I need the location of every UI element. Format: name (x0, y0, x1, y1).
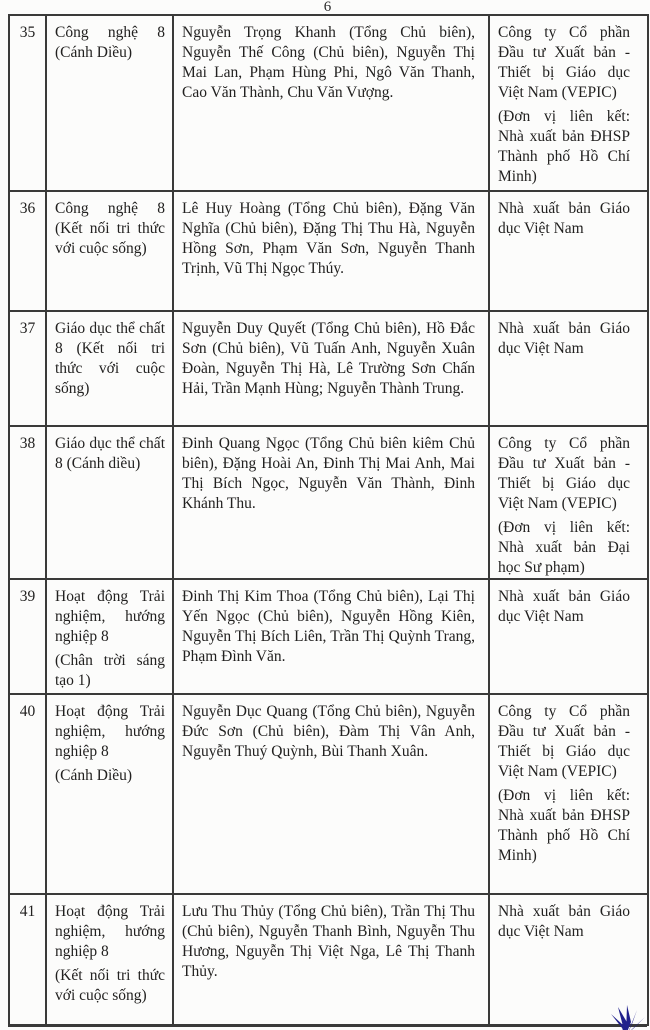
table-row: 37 Giáo dục thể chất 8 (Kết nối tri thức… (8, 310, 649, 427)
book-title: Hoạt động Trải nghiệm, hướng nghiệp 8 (55, 588, 165, 645)
table-row: 40 Hoạt động Trải nghiệm, hướng nghiệp 8… (8, 693, 649, 895)
row-number-cell: 35 (8, 14, 47, 192)
book-title-cell: Công nghệ 8 (Kết nối tri thức với cuộc s… (45, 190, 174, 312)
row-number: 35 (19, 24, 36, 41)
publisher-cell: Nhà xuất bản Giáo dục Việt Nam (488, 578, 649, 695)
book-title-cell: Hoạt động Trải nghiệm, hướng nghiệp 8 (Kế… (45, 893, 174, 1026)
textbook-table: 35 Công nghệ 8 (Cánh Diều) Nguyễn Trọng … (8, 14, 649, 1026)
authors-cell: Đinh Quang Ngọc (Tổng Chủ biên kiêm Chủ … (172, 425, 490, 580)
book-title: Công nghệ 8 (Cánh Diều) (55, 24, 165, 61)
publisher-text: Nhà xuất bản Giáo dục Việt Nam (498, 200, 630, 237)
authors-cell: Lê Huy Hoàng (Tổng Chủ biên), Đặng Văn N… (172, 190, 490, 312)
authors-cell: Lưu Thu Thủy (Tổng Chủ biên), Trần Thị T… (172, 893, 490, 1026)
publisher-text: Nhà xuất bản Giáo dục Việt Nam (498, 588, 630, 625)
table-row: 41 Hoạt động Trải nghiệm, hướng nghiệp 8… (8, 893, 649, 1026)
publisher-text: Công ty Cổ phần Đầu tư Xuất bản - Thiết … (498, 703, 630, 780)
book-edition: (Chân trời sáng tạo 1) (55, 652, 165, 689)
row-number-cell: 39 (8, 578, 47, 695)
authors-cell: Nguyễn Duy Quyết (Tổng Chủ biên), Hồ Đắc… (172, 310, 490, 427)
table-row: 36 Công nghệ 8 (Kết nối tri thức với cuộ… (8, 190, 649, 312)
row-number-cell: 41 (8, 893, 47, 1026)
book-title-cell: Hoạt động Trải nghiệm, hướng nghiệp 8 (Cá… (45, 693, 174, 895)
book-edition: (Kết nối tri thức với cuộc sống) (55, 967, 165, 1004)
publisher-cell: Nhà xuất bản Giáo dục Việt Nam (488, 893, 649, 1026)
publisher-affiliate-text: (Đơn vị liên kết: Nhà xuất bản ĐHSP Thàn… (498, 108, 630, 185)
publisher-affiliate-text: (Đơn vị liên kết: Nhà xuất bản Đại học S… (498, 519, 630, 576)
book-title-cell: Giáo dục thể chất 8 (Kết nối tri thức vớ… (45, 310, 174, 427)
publisher-text: Nhà xuất bản Giáo dục Việt Nam (498, 320, 630, 357)
book-title: Giáo dục thể chất 8 (Kết nối tri thức vớ… (55, 320, 165, 397)
table-bottom-border (8, 1024, 647, 1027)
book-title-cell: Hoạt động Trải nghiệm, hướng nghiệp 8 (Ch… (45, 578, 174, 695)
publisher-cell: Công ty Cổ phần Đầu tư Xuất bản - Thiết … (488, 693, 649, 895)
authors-text: Nguyễn Trọng Khanh (Tổng Chủ biên), Nguy… (182, 24, 475, 101)
book-title: Hoạt động Trải nghiệm, hướng nghiệp 8 (55, 903, 165, 960)
publisher-text: Công ty Cổ phần Đầu tư Xuất bản - Thiết … (498, 435, 630, 512)
row-number: 41 (19, 903, 36, 920)
authors-text: Lê Huy Hoàng (Tổng Chủ biên), Đặng Văn N… (182, 200, 475, 277)
publisher-cell: Nhà xuất bản Giáo dục Việt Nam (488, 190, 649, 312)
row-number-cell: 38 (8, 425, 47, 580)
book-title: Giáo dục thể chất 8 (Cánh diều) (55, 435, 165, 472)
authors-text: Lưu Thu Thủy (Tổng Chủ biên), Trần Thị T… (182, 903, 475, 980)
book-title-cell: Giáo dục thể chất 8 (Cánh diều) (45, 425, 174, 580)
row-number: 36 (19, 200, 36, 217)
authors-text: Đinh Quang Ngọc (Tổng Chủ biên kiêm Chủ … (182, 435, 475, 512)
publisher-cell: Nhà xuất bản Giáo dục Việt Nam (488, 310, 649, 427)
publisher-affiliate-text: (Đơn vị liên kết: Nhà xuất bản ĐHSP Thàn… (498, 787, 630, 864)
publisher-cell: Công ty Cổ phần Đầu tư Xuất bản - Thiết … (488, 14, 649, 192)
row-number: 38 (19, 435, 36, 452)
book-title-cell: Công nghệ 8 (Cánh Diều) (45, 14, 174, 192)
page-number: 6 (323, 0, 332, 15)
row-number: 40 (19, 703, 36, 720)
row-number-cell: 40 (8, 693, 47, 895)
row-number: 39 (19, 588, 36, 605)
publisher-cell: Công ty Cổ phần Đầu tư Xuất bản - Thiết … (488, 425, 649, 580)
authors-text: Nguyễn Dục Quang (Tổng Chủ biên), Nguyễn… (182, 703, 475, 760)
authors-cell: Đinh Thị Kim Thoa (Tổng Chủ biên), Lại T… (172, 578, 490, 695)
row-number-cell: 37 (8, 310, 47, 427)
blue-plant-watermark-icon (610, 1005, 646, 1030)
table-row: 39 Hoạt động Trải nghiệm, hướng nghiệp 8… (8, 578, 649, 695)
authors-cell: Nguyễn Trọng Khanh (Tổng Chủ biên), Nguy… (172, 14, 490, 192)
publisher-text: Công ty Cổ phần Đầu tư Xuất bản - Thiết … (498, 24, 630, 101)
book-edition: (Cánh Diều) (55, 767, 133, 784)
authors-cell: Nguyễn Dục Quang (Tổng Chủ biên), Nguyễn… (172, 693, 490, 895)
table-row: 38 Giáo dục thể chất 8 (Cánh diều) Đinh … (8, 425, 649, 580)
table-row: 35 Công nghệ 8 (Cánh Diều) Nguyễn Trọng … (8, 14, 649, 192)
authors-text: Đinh Thị Kim Thoa (Tổng Chủ biên), Lại T… (182, 588, 475, 665)
row-number: 37 (19, 320, 36, 337)
row-number-cell: 36 (8, 190, 47, 312)
authors-text: Nguyễn Duy Quyết (Tổng Chủ biên), Hồ Đắc… (182, 320, 475, 397)
book-title: Công nghệ 8 (Kết nối tri thức với cuộc s… (55, 200, 165, 257)
publisher-text: Nhà xuất bản Giáo dục Việt Nam (498, 903, 630, 940)
book-title: Hoạt động Trải nghiệm, hướng nghiệp 8 (55, 703, 165, 760)
